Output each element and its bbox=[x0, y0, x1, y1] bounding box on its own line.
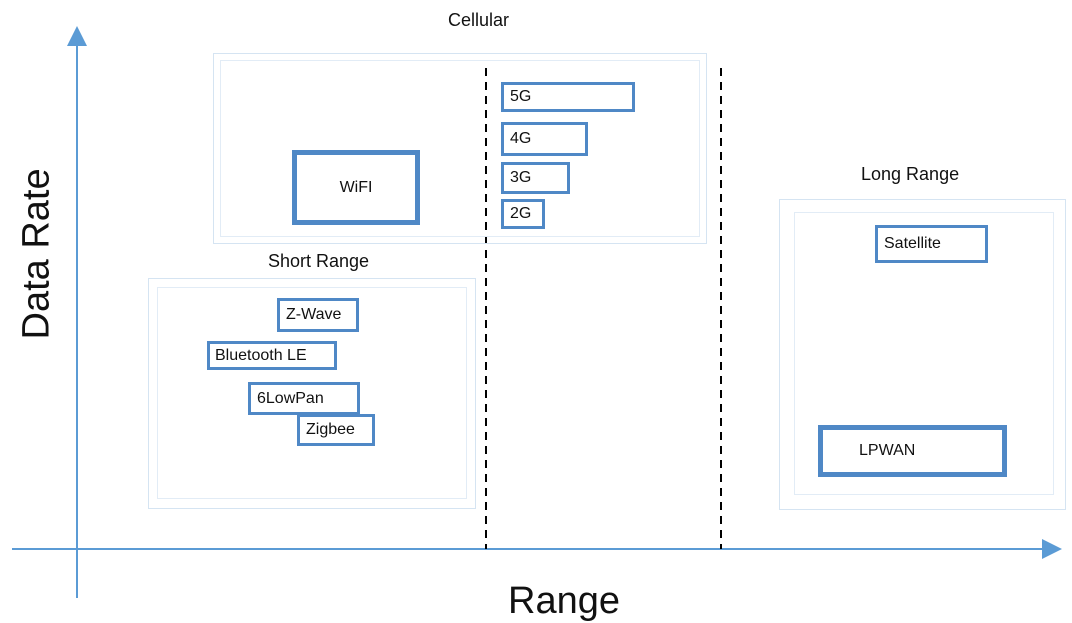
tech-box-bluetooth-le: Bluetooth LE bbox=[207, 341, 337, 370]
short-range-frame-inner bbox=[157, 287, 467, 499]
cellular-frame bbox=[213, 53, 707, 244]
tech-box-wifi: WiFI bbox=[292, 150, 420, 225]
tech-label-zigbee: Zigbee bbox=[306, 421, 355, 438]
tech-box-2g: 2G bbox=[501, 199, 545, 229]
short-range-frame bbox=[148, 278, 476, 509]
tech-box-zigbee: Zigbee bbox=[297, 414, 375, 446]
tech-box-lpwan: LPWAN bbox=[818, 425, 1007, 477]
tech-box-3g: 3G bbox=[501, 162, 570, 194]
long-range-frame-inner bbox=[794, 212, 1054, 495]
tech-label-wifi: WiFI bbox=[339, 178, 373, 196]
tech-box-5g: 5G bbox=[501, 82, 635, 112]
group-label-long-range: Long Range bbox=[861, 164, 960, 184]
tech-box-4g: 4G bbox=[501, 122, 588, 156]
tech-label-5g: 5G bbox=[510, 88, 532, 105]
tech-label-2g: 2G bbox=[510, 205, 532, 222]
tech-label-zwave: Z-Wave bbox=[286, 306, 342, 323]
y-axis-title: Data Rate bbox=[15, 168, 58, 340]
tech-label-4g: 4G bbox=[510, 130, 532, 147]
cellular-frame-inner bbox=[220, 60, 700, 237]
tech-box-zwave: Z-Wave bbox=[277, 298, 359, 332]
tech-box-satellite: Satellite bbox=[875, 225, 988, 263]
tech-label-lpwan: LPWAN bbox=[859, 442, 916, 459]
group-label-short-range: Short Range bbox=[268, 251, 370, 271]
tech-label-3g: 3G bbox=[510, 169, 532, 186]
tech-box-6lowpan: 6LowPan bbox=[248, 382, 360, 415]
group-label-cellular: Cellular bbox=[448, 10, 510, 30]
tech-label-bluetooth-le: Bluetooth LE bbox=[215, 346, 307, 364]
tech-label-satellite: Satellite bbox=[884, 235, 941, 252]
long-range-frame bbox=[779, 199, 1066, 510]
tech-label-6lowpan: 6LowPan bbox=[257, 389, 324, 407]
x-axis-title: Range bbox=[508, 580, 620, 622]
